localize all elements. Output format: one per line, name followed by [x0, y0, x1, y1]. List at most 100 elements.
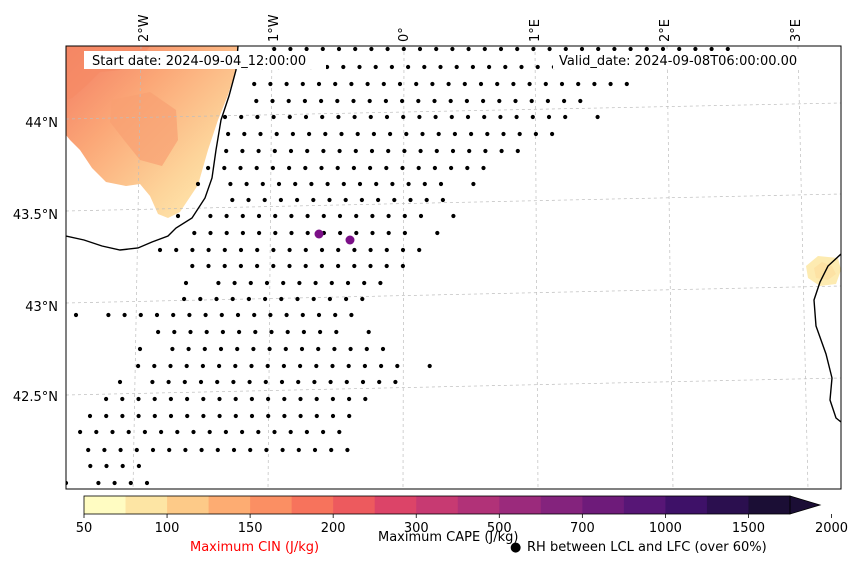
- rh-dot: [345, 280, 351, 286]
- rh-dot: [595, 114, 600, 120]
- rh-dot: [279, 379, 285, 385]
- rh-dot: [362, 363, 367, 369]
- lon-label: 2°W: [137, 14, 152, 42]
- rh-dot: [248, 280, 253, 286]
- rh-dot: [481, 165, 486, 171]
- rh-dot: [501, 131, 506, 137]
- rh-dot: [201, 413, 206, 419]
- rh-dot: [336, 263, 341, 269]
- rh-dot: [168, 363, 173, 369]
- rh-dot: [478, 81, 484, 87]
- rh-dot: [341, 64, 346, 70]
- rh-dot: [432, 165, 437, 171]
- rh-dot: [298, 363, 303, 369]
- rh-dot: [370, 213, 375, 219]
- rh-dot: [325, 64, 330, 70]
- rh-dot: [725, 46, 730, 52]
- rh-dot: [563, 114, 568, 120]
- rh-dot: [386, 230, 391, 236]
- rh-dot: [402, 213, 407, 219]
- rh-dot: [301, 329, 306, 335]
- rh-dot: [400, 98, 405, 104]
- rh-dot: [305, 213, 310, 219]
- rh-dot: [402, 148, 407, 154]
- rh-dot: [255, 263, 260, 269]
- rh-dot: [174, 247, 179, 253]
- rh-dot: [644, 46, 649, 52]
- rh-dot: [96, 480, 101, 486]
- rh-dot: [343, 197, 348, 203]
- rh-dot: [254, 165, 259, 171]
- rh-dot: [319, 165, 324, 171]
- rh-dot: [347, 396, 352, 402]
- rh-dot: [226, 131, 231, 137]
- rh-dot: [312, 379, 317, 385]
- rh-dot: [452, 131, 457, 137]
- rh-dot: [186, 346, 191, 352]
- rh-dot: [316, 346, 321, 352]
- rh-dot: [191, 429, 196, 435]
- rh-dot: [368, 114, 373, 120]
- rh-dot: [299, 346, 305, 352]
- rh-dot: [144, 480, 150, 486]
- colorbar-tick-label: 100: [155, 521, 180, 536]
- rh-dot: [303, 114, 309, 120]
- rh-dot: [529, 98, 534, 104]
- rh-dot: [414, 81, 419, 87]
- rh-dot: [258, 131, 263, 137]
- rh-dot: [519, 64, 524, 70]
- rh-dot: [503, 64, 508, 70]
- rh-dot: [304, 429, 309, 435]
- rh-dot: [346, 363, 351, 369]
- rh-dot: [136, 463, 141, 469]
- rh-dot: [273, 230, 278, 236]
- rh-dot: [262, 197, 267, 203]
- rh-dot: [157, 247, 163, 253]
- rh-dot: [268, 81, 273, 87]
- lat-label: 43.5°N: [13, 208, 58, 223]
- rh-dot: [352, 247, 357, 253]
- rh-dot: [287, 165, 292, 171]
- rh-dot: [120, 413, 125, 419]
- rh-dot: [272, 46, 277, 52]
- rh-dot: [364, 346, 369, 352]
- rh-dot: [117, 379, 123, 385]
- rh-dot: [368, 165, 373, 171]
- rh-dot: [208, 230, 213, 236]
- cin-shaded-patch: [110, 92, 178, 166]
- colorbar-segment: [540, 496, 583, 514]
- rh-dot: [559, 81, 565, 87]
- rh-dot: [416, 98, 421, 104]
- valid-date-bg: [553, 51, 821, 69]
- rh-dot: [531, 46, 536, 52]
- colorbar-tick-label: 200: [321, 521, 346, 536]
- rh-dot: [264, 447, 269, 453]
- rh-dot: [368, 263, 373, 269]
- rh-dot: [235, 346, 240, 352]
- rh-dot: [253, 329, 258, 335]
- rh-dot: [305, 148, 310, 154]
- rh-dot: [240, 148, 245, 154]
- purple-marker: [345, 235, 355, 245]
- rh-dot: [207, 429, 212, 435]
- rh-dot: [321, 213, 326, 219]
- rh-dot: [498, 46, 504, 52]
- rh-dot: [222, 114, 228, 120]
- rh-dot: [418, 148, 423, 154]
- rh-dot: [201, 396, 206, 402]
- map-frame: [65, 45, 842, 490]
- rh-dot: [183, 447, 188, 453]
- rh-dot: [497, 98, 502, 104]
- rh-dot: [314, 413, 319, 419]
- rh-dot: [388, 131, 393, 137]
- rh-dot: [327, 296, 332, 302]
- rh-dot: [238, 165, 243, 171]
- rh-dot: [427, 363, 432, 369]
- rh-dot: [515, 148, 520, 154]
- rh-dot: [351, 165, 356, 171]
- rh-dot: [325, 181, 330, 187]
- rh-dot: [220, 329, 225, 335]
- rh-dot: [385, 46, 390, 52]
- rh-dot: [332, 346, 337, 352]
